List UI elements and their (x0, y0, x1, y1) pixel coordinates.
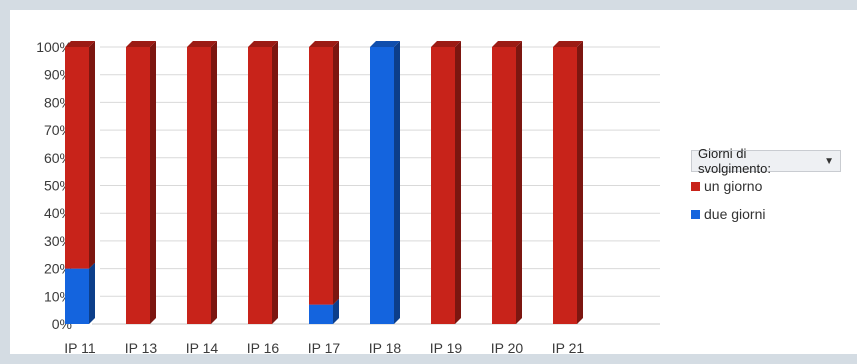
x-axis-ticks: IP 11 IP 13 IP 14 IP 16 IP 17 IP 18 IP 19 IP 20… (64, 340, 584, 354)
legend-swatch-blue (691, 209, 700, 219)
bar-ip-14-un-giorno[interactable] (187, 41, 217, 324)
y-tick-label: 60% (44, 150, 72, 166)
chart-area: 0% 10% 20% 30% 40% 50% 60% 70% 80% 90% 100% IP 11 I… (10, 10, 857, 354)
legend-label: un giorno (704, 178, 763, 194)
y-tick-label: 30% (44, 233, 72, 249)
bars (65, 41, 583, 324)
y-tick-label: 50% (44, 178, 72, 194)
x-tick-label: IP 16 (247, 340, 280, 354)
bar-top-face (126, 41, 156, 47)
bar-ip-16-un-giorno[interactable] (248, 41, 278, 324)
y-tick-label: 10% (44, 288, 72, 304)
stacked-bar-chart: 0%10%20%30%40%50%60%70%80%90%100% IP 11 I… (36, 39, 660, 354)
x-tick-label: IP 21 (552, 340, 585, 354)
bar-ip-13-un-giorno[interactable] (126, 41, 156, 324)
y-tick-label: 40% (44, 205, 72, 221)
y-tick-label: 20% (44, 261, 72, 277)
x-tick-label: IP 14 (186, 340, 219, 354)
bar-top-face (187, 41, 217, 47)
bar-top-face (370, 41, 400, 47)
bar-top-face (553, 41, 583, 47)
x-tick-label: IP 20 (491, 340, 524, 354)
bar-top-face (492, 41, 522, 47)
x-tick-label: IP 11 (64, 340, 96, 354)
bar-ip-11-un-giorno[interactable] (65, 41, 95, 269)
legend-filter-dropdown[interactable]: Giorni di svolgimento: ▼ (691, 146, 841, 176)
bar-ip-11-due-giorni[interactable] (65, 262, 95, 324)
bar-top-face (309, 41, 339, 47)
y-tick-label: 100% (36, 39, 72, 55)
bar-ip-19-un-giorno[interactable] (431, 41, 461, 324)
chevron-down-icon[interactable]: ▼ (824, 155, 834, 167)
x-tick-label: IP 13 (125, 340, 158, 354)
bar-ip-17-due-giorni[interactable] (309, 298, 339, 324)
legend-swatch-red (691, 181, 700, 191)
legend-filter-label: Giorni di svolgimento: (698, 146, 771, 176)
y-tick-label: 80% (44, 94, 72, 110)
x-tick-label: IP 18 (369, 340, 402, 354)
legend-entry-un-giorno[interactable]: un giorno (691, 172, 841, 200)
bar-ip-18-due-giorni[interactable] (370, 41, 400, 324)
bar-top-face (65, 41, 95, 47)
bar-ip-17-un-giorno[interactable] (309, 41, 339, 305)
legend-label: due giorni (704, 206, 766, 222)
y-tick-label: 70% (44, 122, 72, 138)
bar-ip-20-un-giorno[interactable] (492, 41, 522, 324)
x-tick-label: IP 17 (308, 340, 341, 354)
y-axis-ticks: 0%10%20%30%40%50%60%70%80%90%100% (36, 39, 72, 332)
bar-top-face (248, 41, 278, 47)
legend: Giorni di svolgimento: ▼ un giorno due g… (691, 146, 841, 228)
bar-ip-21-un-giorno[interactable] (553, 41, 583, 324)
y-tick-label: 90% (44, 67, 72, 83)
legend-entry-due-giorni[interactable]: due giorni (691, 200, 841, 228)
x-tick-label: IP 19 (430, 340, 463, 354)
bar-top-face (431, 41, 461, 47)
